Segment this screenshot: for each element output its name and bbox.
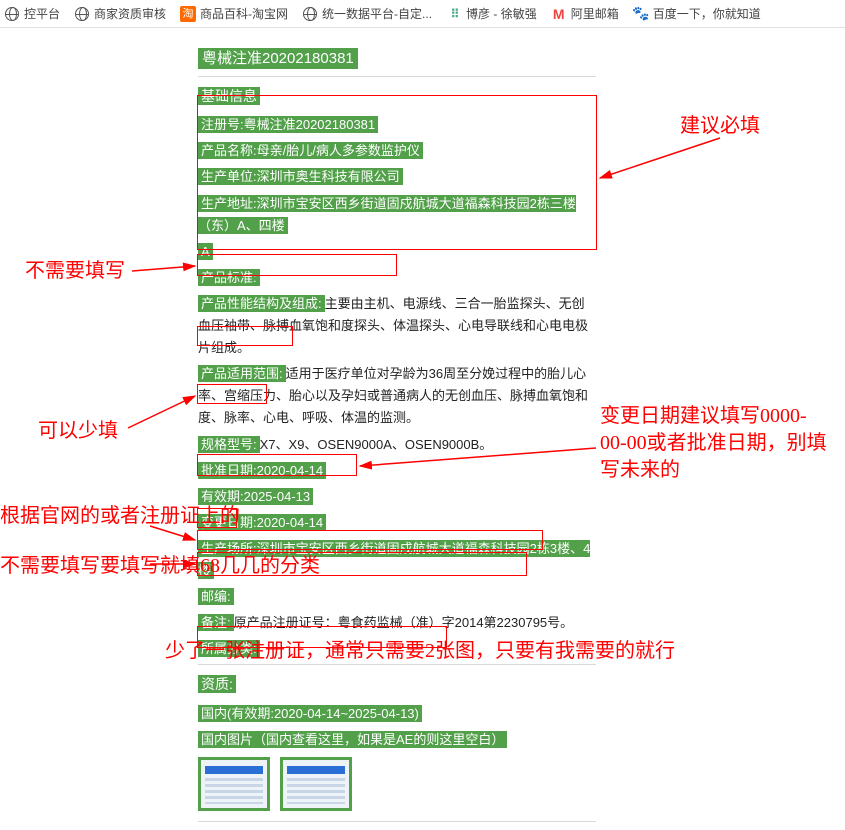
section-qual: 资质: [198, 673, 596, 697]
redbox-qual [197, 626, 447, 648]
globe-icon [4, 6, 20, 22]
thumbnail-row [198, 757, 596, 811]
bookmark-bar: 控平台 商家资质审核 淘商品百科-淘宝网 统一数据平台-自定... ⠿博彦 - … [0, 0, 845, 28]
struct-label: 产品性能结构及组成: [198, 295, 325, 312]
qual-validity: 国内(有效期:2020-04-14~2025-04-13) [198, 705, 422, 722]
page-body: 粤械注准20202180381 基础信息 注册号:粤械注准20202180381… [0, 28, 845, 765]
cert-thumbnail[interactable] [198, 757, 270, 811]
doc-title: 粤械注准20202180381 [198, 48, 358, 69]
redbox-model [197, 384, 267, 404]
bookmark-item[interactable]: 商家资质审核 [74, 5, 166, 22]
divider [198, 76, 596, 77]
img-label: 国内图片（国内查看这里，如果是AE的则这里空白） [198, 731, 507, 748]
redbox-post [197, 508, 237, 528]
qual-label: 资质: [198, 675, 236, 693]
row-valid: 有效期:2025-04-13 [198, 486, 596, 508]
baidu-icon: 🐾 [633, 6, 649, 22]
divider [198, 821, 596, 822]
scope-label: 产品适用范围: [198, 365, 286, 382]
bookmark-label: 博彦 - 徐敏强 [466, 5, 537, 22]
model-text: X7、X9、OSEN9000A、OSEN9000B。 [260, 437, 493, 452]
annotation-less: 可以少填 [38, 418, 118, 445]
bookmark-item[interactable]: M阿里邮箱 [551, 5, 619, 22]
bookmark-item[interactable]: 🐾百度一下，你就知道 [633, 5, 761, 22]
globe-icon [74, 6, 90, 22]
annotation-skip: 不需要填写 [25, 258, 125, 285]
bookmark-item[interactable]: ⠿博彦 - 徐敏强 [446, 5, 537, 22]
bookmark-label: 统一数据平台-自定... [322, 5, 432, 22]
cert-thumbnail[interactable] [280, 757, 352, 811]
bookmark-item[interactable]: 淘商品百科-淘宝网 [180, 5, 288, 22]
globe-icon [302, 6, 318, 22]
row-qual-validity: 国内(有效期:2020-04-14~2025-04-13) [198, 703, 596, 725]
model-label: 规格型号: [198, 436, 260, 453]
redbox-scope [197, 326, 293, 346]
bookmark-item[interactable]: 控平台 [4, 5, 60, 22]
postcode: 邮编: [198, 588, 234, 605]
bookmark-label: 商家资质审核 [94, 5, 166, 22]
bookmark-label: 商品百科-淘宝网 [200, 5, 288, 22]
redbox-std [197, 254, 397, 276]
redbox-change [197, 454, 357, 476]
dots-icon: ⠿ [446, 6, 462, 22]
annotation-required: 建议必填 [680, 113, 760, 140]
bookmark-label: 阿里邮箱 [571, 5, 619, 22]
bookmark-item[interactable]: 统一数据平台-自定... [302, 5, 432, 22]
redbox-cat [197, 552, 527, 576]
row-img-label: 国内图片（国内查看这里，如果是AE的则这里空白） [198, 729, 596, 751]
row-model: 规格型号:X7、X9、OSEN9000A、OSEN9000B。 [198, 434, 596, 456]
redbox-basic [197, 95, 597, 250]
redbox-note [197, 530, 543, 550]
bookmark-label: 百度一下，你就知道 [653, 5, 761, 22]
doc-title-row: 粤械注准20202180381 [198, 46, 596, 72]
taobao-icon: 淘 [180, 6, 196, 22]
mail-icon: M [551, 6, 567, 22]
bookmark-label: 控平台 [24, 5, 60, 22]
row-post: 邮编: [198, 586, 596, 608]
annotation-change-date: 变更日期建议填写0000-00-00或者批准日期，别填写未来的 [600, 403, 830, 484]
